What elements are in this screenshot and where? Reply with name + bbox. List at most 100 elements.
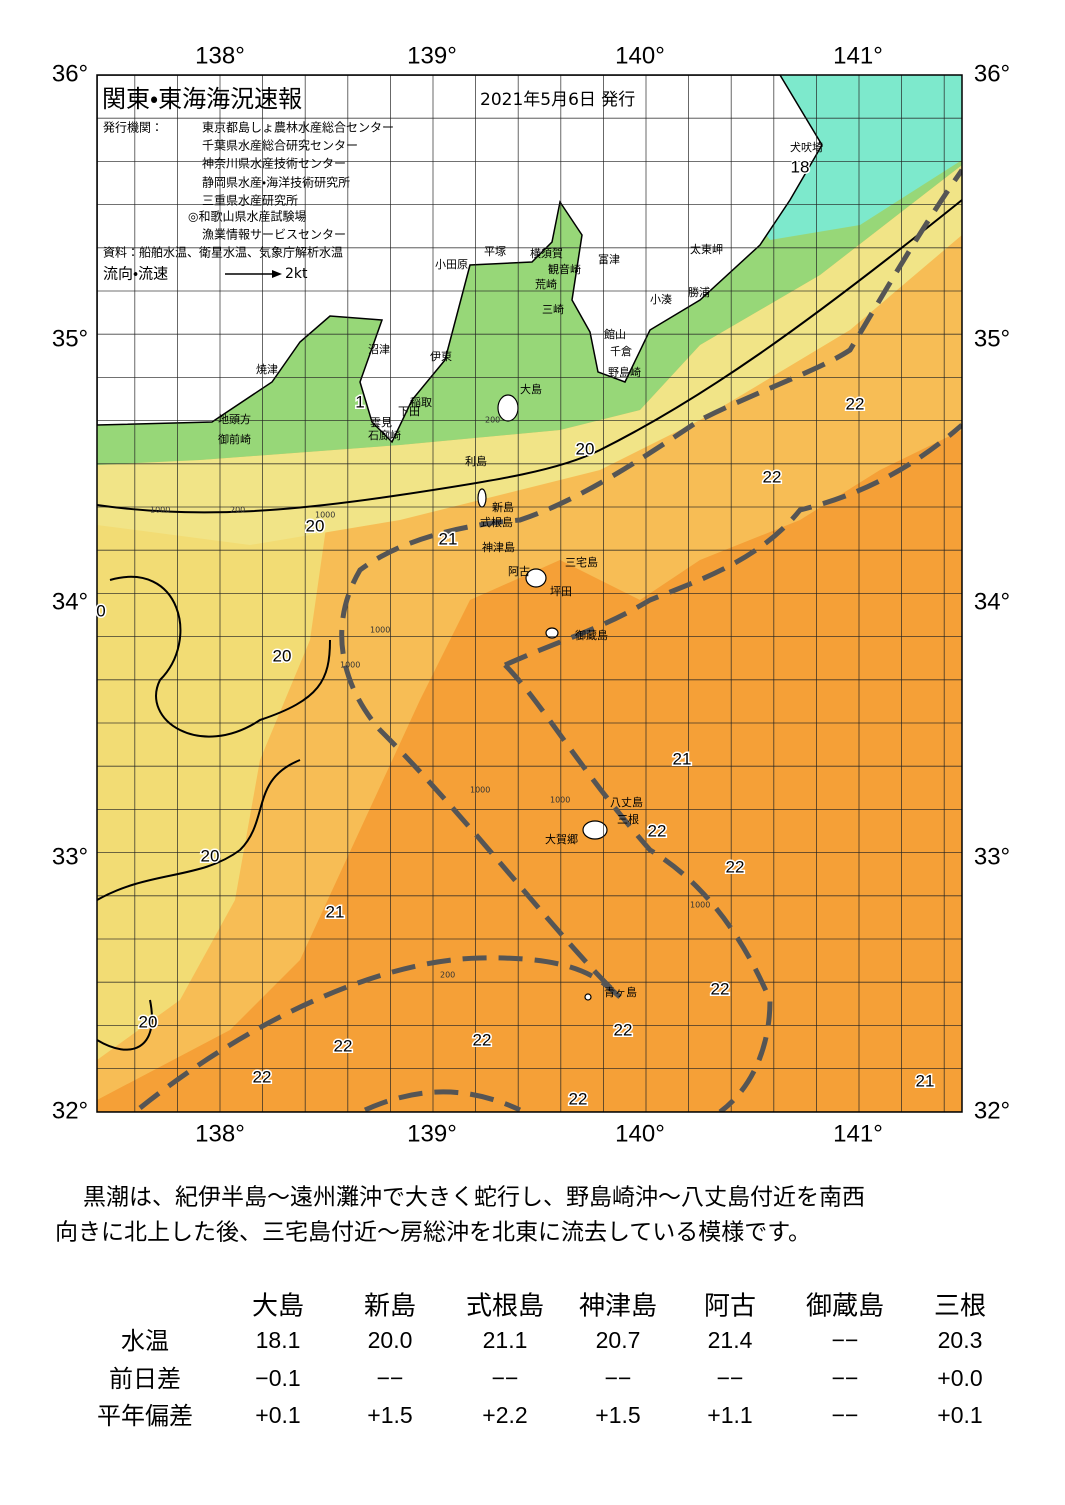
lon-label: 140° [615, 1120, 665, 1147]
temperature-label: 0 [96, 601, 105, 620]
place-name: 雲見 [370, 416, 392, 429]
column-header: 阿古 [704, 1292, 756, 1322]
table-cell: −− [832, 1402, 859, 1428]
temperature-label: 22 [763, 467, 782, 486]
depth-label: 1000 [150, 506, 170, 515]
place-name: 焼津 [256, 363, 278, 376]
lat-label: 32° [52, 1097, 88, 1124]
temperature-label: 22 [253, 1067, 272, 1086]
table-cell: +1.1 [707, 1402, 752, 1428]
temperature-label: 21 [673, 749, 692, 768]
table-cell: +0.1 [255, 1402, 300, 1428]
place-name: 小湊 [650, 292, 672, 306]
table-cell: 21.4 [708, 1327, 753, 1353]
temperature-label: 20 [273, 646, 292, 665]
lat-label: 34° [974, 588, 1010, 615]
issue-date: 2021年5月6日 発行 [480, 90, 635, 110]
isotherms [97, 199, 962, 1051]
lon-label: 139° [407, 1120, 457, 1147]
issuer: 静岡県水産・海洋技術研究所 [202, 175, 350, 190]
table-cell: −− [377, 1365, 404, 1391]
table-cell: +1.5 [595, 1402, 640, 1428]
temperature-label: 20 [139, 1012, 158, 1031]
lat-label: 35° [974, 325, 1010, 352]
place-name: 千倉 [610, 345, 632, 358]
table-cell: +0.1 [937, 1402, 982, 1428]
temperature-label: 18 [791, 157, 810, 176]
issuer: 漁業情報サービスセンター [202, 228, 346, 242]
table-cell: −− [605, 1365, 632, 1391]
column-header: 式根島 [466, 1292, 544, 1322]
table-cell: −− [717, 1365, 744, 1391]
issuer: 東京都島しょ農林水産総合センター [202, 120, 394, 135]
depth-label: 1000 [690, 901, 710, 910]
place-name: 御蔵島 [575, 628, 608, 642]
depth-label: 200 [440, 971, 455, 980]
depth-label: 1000 [370, 626, 390, 635]
column-header: 新島 [364, 1292, 416, 1322]
place-name: 平塚 [484, 244, 506, 258]
kuroshio-axis [138, 168, 962, 1112]
temperature-label: 20 [306, 516, 325, 535]
place-name: 新島 [492, 500, 514, 514]
legend-label: 流向・流速 [103, 265, 168, 283]
lat-label: 32° [974, 1097, 1010, 1124]
summary-line: 黒潮は、紀伊半島～遠州灘沖で大きく蛇行し、野島崎沖～八丈島付近を南西 [60, 1185, 865, 1211]
issuer: 神奈川県水産技術センター [202, 156, 346, 171]
legend-arrowhead [272, 270, 282, 278]
title: 関東・東海海況速報 [102, 85, 302, 113]
table-cell: −− [832, 1327, 859, 1353]
issuers-label: 発行機関： [103, 121, 163, 135]
depth-label: 1000 [315, 511, 335, 520]
table-cell: 20.0 [368, 1327, 413, 1353]
temperature-label: 20 [201, 846, 220, 865]
temperature-label: 1 [355, 392, 364, 411]
depth-label: 1000 [340, 661, 360, 670]
table-cell: +2.2 [482, 1402, 527, 1428]
lon-label: 141° [833, 1120, 883, 1147]
row-label: 前日差 [109, 1365, 181, 1393]
table-cell: −0.1 [255, 1365, 300, 1391]
place-name: 神津島 [482, 540, 515, 554]
lat-label: 35° [52, 325, 88, 352]
map-frame [96, 74, 963, 1113]
lat-label: 33° [52, 843, 88, 870]
place-name: 勝浦 [688, 285, 710, 299]
map [97, 75, 962, 1112]
lat-label: 36° [974, 60, 1010, 87]
place-name: 横須賀 [530, 246, 563, 260]
depth-label: 200 [230, 506, 245, 515]
place-name: 坪田 [550, 585, 572, 598]
lat-label: 33° [974, 843, 1010, 870]
row-label: 平年偏差 [97, 1402, 193, 1430]
lat-label: 34° [52, 588, 88, 615]
temperature-label: 20 [576, 439, 595, 458]
place-name: 三根 [617, 813, 639, 826]
place-name: 地頭方 [218, 412, 251, 426]
table-cell: −− [832, 1365, 859, 1391]
temperature-label: 22 [726, 857, 745, 876]
place-name: 富津 [598, 253, 620, 266]
temperature-label: 21 [916, 1071, 935, 1090]
grid [97, 75, 962, 1112]
place-name: 八丈島 [610, 795, 643, 809]
lon-label: 138° [195, 1120, 245, 1147]
place-name: 式根島 [480, 515, 513, 529]
place-name: 三宅島 [565, 555, 598, 569]
land [97, 75, 823, 444]
lon-label: 138° [195, 42, 245, 69]
place-name: 館山 [604, 328, 626, 341]
legend-speed: 2kt [285, 266, 308, 282]
place-name: 下田 [398, 405, 420, 418]
depth-label: 1000 [550, 796, 570, 805]
place-name: 犬吠埼 [790, 140, 823, 154]
temperature-label: 22 [473, 1030, 492, 1049]
temperature-label: 22 [334, 1036, 353, 1055]
place-name: 荒崎 [535, 277, 557, 291]
column-header: 神津島 [579, 1292, 657, 1322]
temperature-label: 21 [439, 529, 458, 548]
lon-label: 139° [407, 42, 457, 69]
row-label: 水温 [121, 1327, 169, 1355]
table-cell: 20.7 [596, 1327, 641, 1353]
